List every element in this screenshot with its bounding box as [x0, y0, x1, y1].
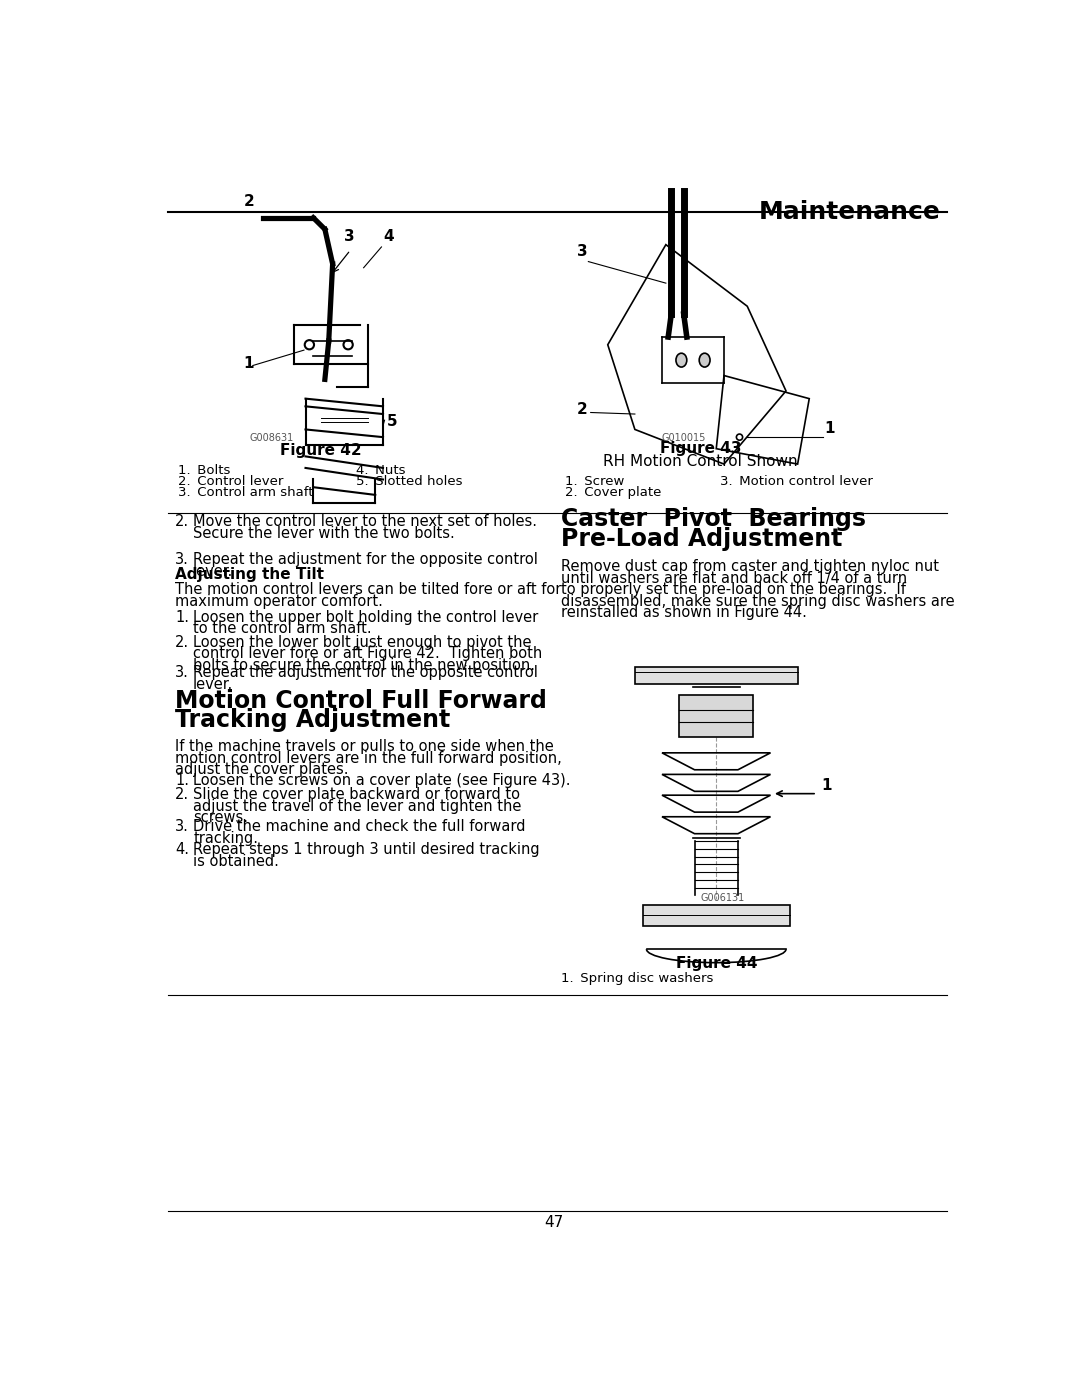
Text: RH Motion Control Shown: RH Motion Control Shown: [604, 454, 798, 468]
Text: 2: 2: [243, 194, 254, 210]
Text: 2.: 2.: [175, 634, 189, 650]
Text: reinstalled as shown in Figure 44.: reinstalled as shown in Figure 44.: [562, 605, 807, 620]
Text: 3: 3: [345, 229, 355, 244]
Text: Maintenance: Maintenance: [759, 200, 941, 224]
Text: bolts to secure the control in the new position.: bolts to secure the control in the new p…: [193, 658, 535, 673]
Text: Tracking Adjustment: Tracking Adjustment: [175, 708, 450, 732]
Text: maximum operator comfort.: maximum operator comfort.: [175, 594, 383, 609]
Bar: [643, 904, 789, 926]
Text: adjust the cover plates.: adjust the cover plates.: [175, 763, 349, 777]
Text: motion control levers are in the full forward position,: motion control levers are in the full fo…: [175, 750, 562, 766]
Text: Figure 43: Figure 43: [660, 441, 742, 457]
Text: G008631: G008631: [249, 433, 294, 443]
Text: 1: 1: [243, 356, 254, 370]
Text: disassembled, make sure the spring disc washers are: disassembled, make sure the spring disc …: [562, 594, 955, 609]
Text: 3. Motion control lever: 3. Motion control lever: [720, 475, 873, 488]
Ellipse shape: [305, 339, 314, 349]
Text: Figure 44: Figure 44: [675, 957, 757, 971]
Text: Caster  Pivot  Bearings: Caster Pivot Bearings: [562, 507, 866, 531]
Text: 1: 1: [825, 422, 835, 436]
Text: Adjusting the Tilt: Adjusting the Tilt: [175, 567, 324, 581]
Text: lever.: lever.: [193, 564, 233, 578]
Text: Repeat steps 1 through 3 until desired tracking: Repeat steps 1 through 3 until desired t…: [193, 842, 540, 858]
Text: Secure the lever with the two bolts.: Secure the lever with the two bolts.: [193, 527, 455, 541]
Text: 2.: 2.: [175, 787, 189, 802]
Text: 3. Control arm shaft: 3. Control arm shaft: [177, 486, 313, 499]
Text: adjust the travel of the lever and tighten the: adjust the travel of the lever and tight…: [193, 799, 522, 813]
Text: until washers are flat and back off 1/4 of a turn: until washers are flat and back off 1/4 …: [562, 570, 907, 585]
Text: to the control arm shaft.: to the control arm shaft.: [193, 622, 372, 637]
Text: Move the control lever to the next set of holes.: Move the control lever to the next set o…: [193, 514, 537, 529]
Ellipse shape: [343, 339, 353, 349]
Text: Loosen the upper bolt holding the control lever: Loosen the upper bolt holding the contro…: [193, 610, 538, 624]
Text: 3.: 3.: [175, 665, 189, 680]
Text: G010015: G010015: [662, 433, 706, 443]
Text: 47: 47: [544, 1215, 563, 1231]
Text: Repeat the adjustment for the opposite control: Repeat the adjustment for the opposite c…: [193, 552, 538, 567]
Text: Loosen the screws on a cover plate (see Figure 43).: Loosen the screws on a cover plate (see …: [193, 773, 570, 788]
Text: G006131: G006131: [701, 893, 745, 902]
Text: Motion Control Full Forward: Motion Control Full Forward: [175, 689, 548, 714]
Text: tracking.: tracking.: [193, 831, 258, 847]
Text: 3.: 3.: [175, 552, 189, 567]
Text: 1.: 1.: [175, 773, 189, 788]
Text: 2.: 2.: [175, 514, 189, 529]
Bar: [635, 666, 798, 683]
Text: 3.: 3.: [175, 820, 189, 834]
Text: 1.: 1.: [175, 610, 189, 624]
Ellipse shape: [676, 353, 687, 367]
Text: Repeat the adjustment for the opposite control: Repeat the adjustment for the opposite c…: [193, 665, 538, 680]
Text: If the machine travels or pulls to one side when the: If the machine travels or pulls to one s…: [175, 739, 554, 754]
Text: 5: 5: [387, 414, 397, 429]
Text: 1. Spring disc washers: 1. Spring disc washers: [562, 972, 714, 985]
Text: 4: 4: [383, 229, 393, 244]
Text: 2. Cover plate: 2. Cover plate: [565, 486, 661, 499]
Text: control lever fore or aft Figure 42.  Tighten both: control lever fore or aft Figure 42. Tig…: [193, 647, 542, 661]
Text: 4.: 4.: [175, 842, 189, 858]
Text: Pre-Load Adjustment: Pre-Load Adjustment: [562, 528, 842, 552]
Text: 1: 1: [821, 778, 832, 793]
Text: 1. Screw: 1. Screw: [565, 475, 624, 488]
Ellipse shape: [737, 434, 743, 440]
Text: 5. Slotted holes: 5. Slotted holes: [356, 475, 462, 488]
Text: Figure 42: Figure 42: [280, 443, 362, 458]
Text: 2. Control lever: 2. Control lever: [177, 475, 283, 488]
Text: 3: 3: [577, 244, 588, 260]
Text: Slide the cover plate backward or forward to: Slide the cover plate backward or forwar…: [193, 787, 521, 802]
Bar: [679, 696, 754, 738]
Text: Remove dust cap from caster and tighten nyloc nut: Remove dust cap from caster and tighten …: [562, 559, 940, 574]
Ellipse shape: [699, 353, 710, 367]
Text: 2: 2: [577, 402, 588, 418]
Text: screws.: screws.: [193, 810, 248, 826]
Text: is obtained.: is obtained.: [193, 854, 279, 869]
Text: to properly set the pre-load on the bearings.  If: to properly set the pre-load on the bear…: [562, 583, 906, 598]
Text: 1. Bolts: 1. Bolts: [177, 464, 230, 478]
Text: 4. Nuts: 4. Nuts: [356, 464, 405, 478]
Text: The motion control levers can be tilted fore or aft for: The motion control levers can be tilted …: [175, 583, 562, 598]
Text: Drive the machine and check the full forward: Drive the machine and check the full for…: [193, 820, 526, 834]
Text: Loosen the lower bolt just enough to pivot the: Loosen the lower bolt just enough to piv…: [193, 634, 531, 650]
Text: lever.: lever.: [193, 678, 233, 692]
